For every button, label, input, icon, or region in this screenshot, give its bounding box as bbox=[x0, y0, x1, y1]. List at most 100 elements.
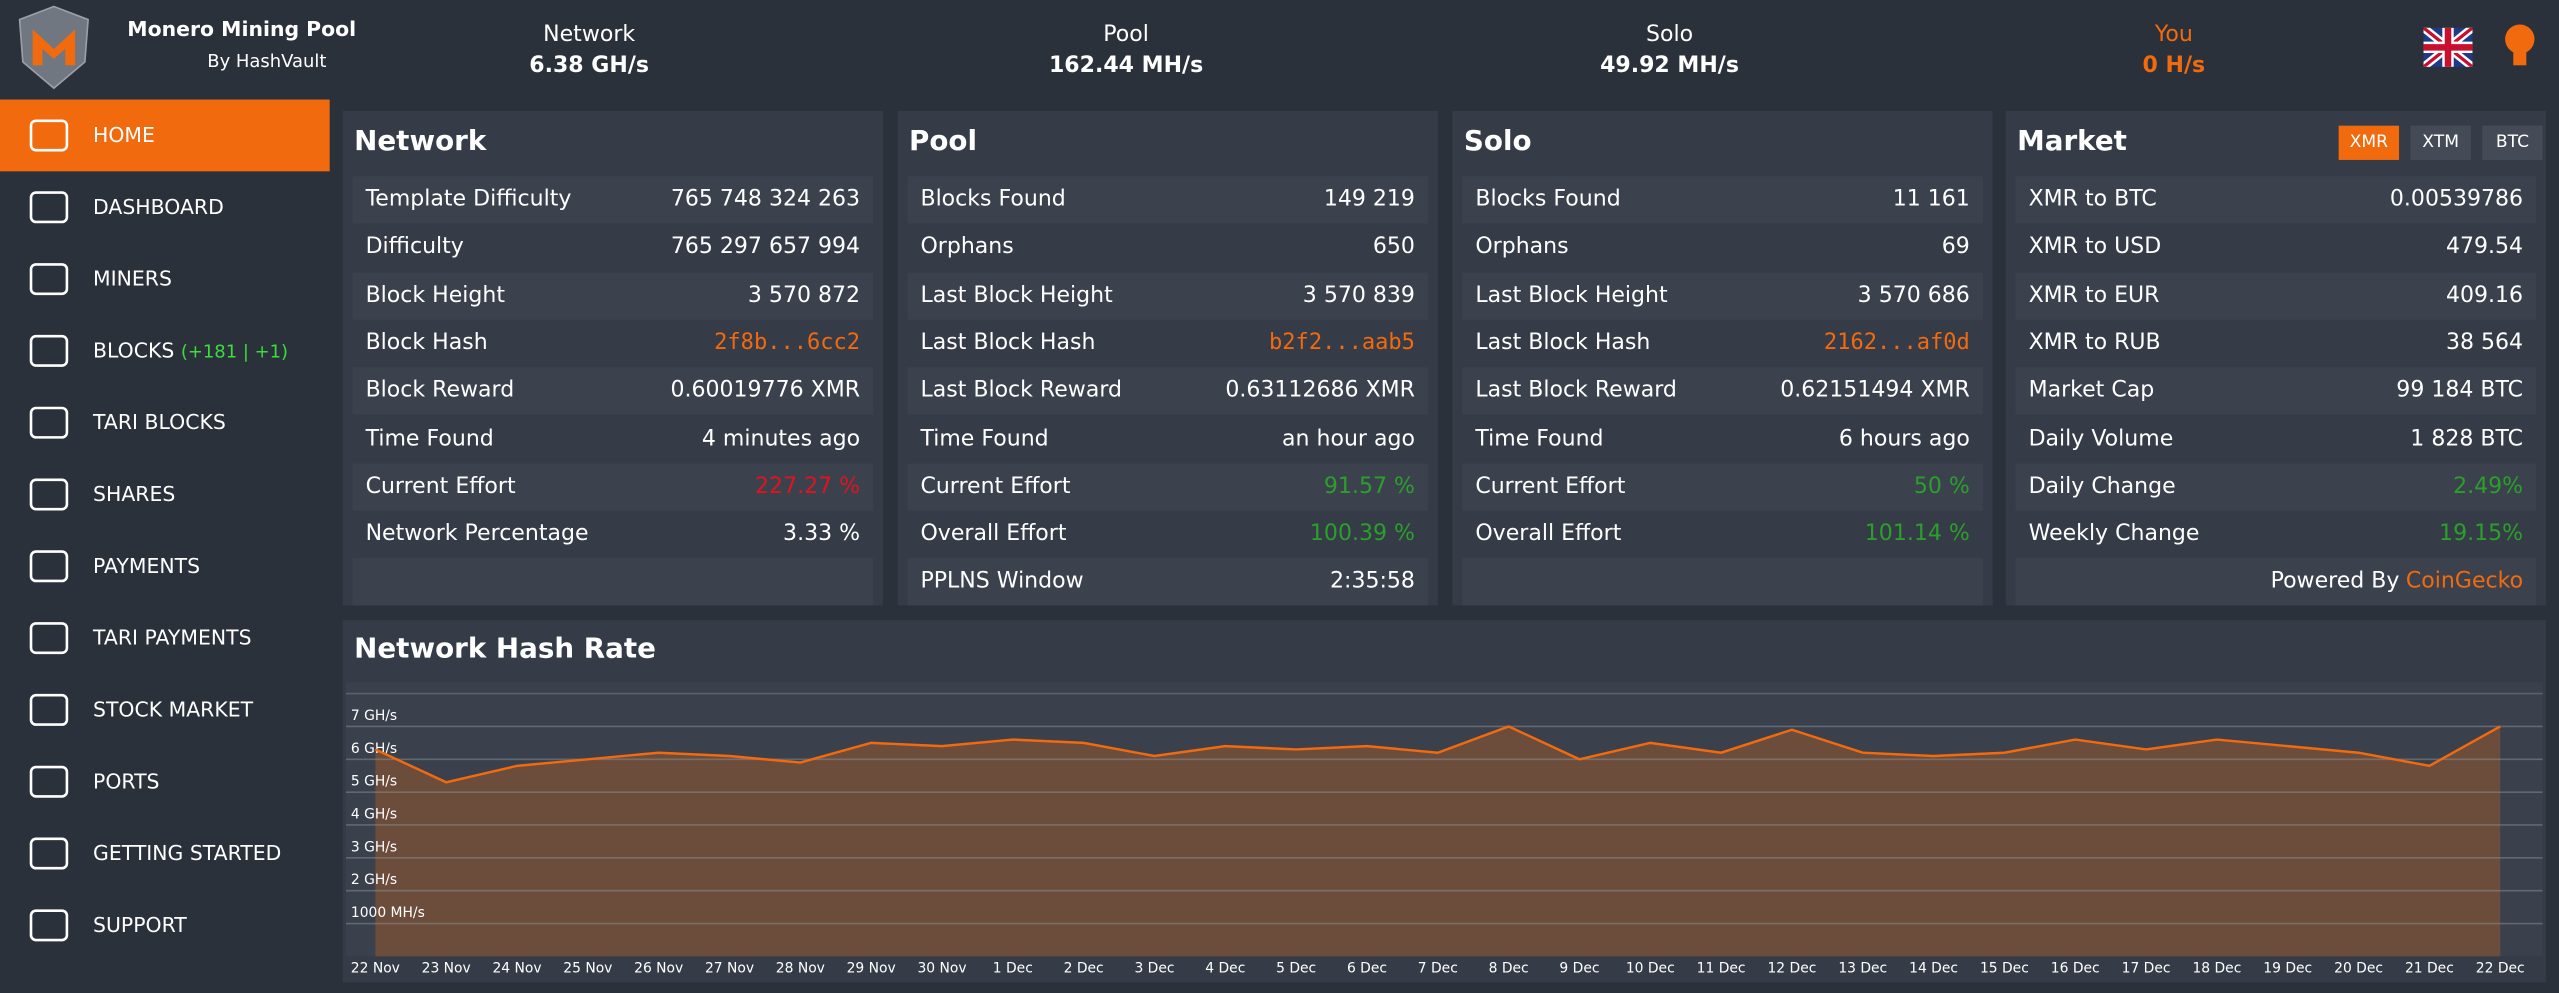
row-label: Weekly Change bbox=[2028, 520, 2200, 547]
row-label: Blocks Found bbox=[920, 186, 1066, 213]
row-label: Blocks Found bbox=[1475, 186, 1621, 213]
logo bbox=[18, 5, 89, 90]
nav-item[interactable]: GETTING STARTED bbox=[0, 818, 330, 890]
table-row: Time Found 6 hours ago bbox=[1462, 415, 1983, 463]
table-row: Blocks Found 11 161 bbox=[1462, 176, 1983, 224]
row-value: 479.54 bbox=[2445, 233, 2524, 260]
row-value: 3.33 % bbox=[783, 520, 861, 547]
info-panel: Solo Blocks Found 11 161 Orphans 69 Last Bloc… bbox=[1452, 110, 1993, 607]
nav-label: PORTS bbox=[93, 768, 160, 794]
nav-item[interactable]: SHARES bbox=[0, 459, 330, 531]
x-tick-label: 28 Nov bbox=[776, 961, 825, 977]
x-tick-label: 22 Dec bbox=[2476, 961, 2525, 977]
brand-subtitle: By HashVault bbox=[207, 50, 327, 72]
table-row: Time Found 4 minutes ago bbox=[352, 415, 874, 463]
row-label: Difficulty bbox=[365, 233, 464, 260]
currency-button[interactable]: XMR bbox=[2338, 125, 2400, 160]
x-tick-label: 26 Nov bbox=[634, 961, 683, 977]
row-label: XMR to EUR bbox=[2028, 281, 2160, 308]
x-tick-label: 20 Dec bbox=[2334, 961, 2383, 977]
row-label: Market Cap bbox=[2028, 377, 2155, 404]
panel-title: Pool bbox=[909, 125, 978, 159]
table-row: Current Effort 50 % bbox=[1462, 463, 1983, 511]
nav-item[interactable]: PAYMENTS bbox=[0, 530, 330, 602]
chart-panel: Network Hash Rate 1000 MH/s 2 GH/s 3 GH/s 4 … bbox=[342, 620, 2546, 983]
panel-title: Market bbox=[2017, 125, 2127, 159]
nav-icon bbox=[29, 191, 69, 224]
nav-icon bbox=[29, 622, 69, 655]
nav-item[interactable]: SUPPORT bbox=[0, 889, 330, 961]
nav-icon bbox=[29, 765, 69, 798]
row-label: Block Reward bbox=[365, 377, 515, 404]
row-value: an hour ago bbox=[1282, 425, 1415, 452]
currency-button[interactable]: XTM bbox=[2410, 125, 2471, 160]
nav-item[interactable]: MINERS bbox=[0, 243, 330, 315]
row-label: Last Block Hash bbox=[1475, 329, 1651, 356]
row-label: Orphans bbox=[920, 233, 1014, 260]
row-value: 149 219 bbox=[1323, 186, 1415, 213]
nav-label: HOME bbox=[93, 122, 155, 147]
table-row: Block Reward 0.60019776 XMR bbox=[352, 367, 874, 415]
nav-item[interactable]: BLOCKS (+181 | +1) bbox=[0, 315, 330, 387]
row-value: 11 161 bbox=[1892, 186, 1970, 213]
row-value: 2f8b...6cc2 bbox=[714, 329, 861, 356]
row-label: XMR to USD bbox=[2028, 233, 2162, 260]
panel-title: Network bbox=[354, 125, 487, 159]
table-row: Orphans 69 bbox=[1462, 224, 1983, 272]
row-label: Block Height bbox=[365, 281, 506, 308]
nav-item[interactable]: PORTS bbox=[0, 746, 330, 818]
x-tick-label: 5 Dec bbox=[1276, 961, 1316, 977]
row-label: PPLNS Window bbox=[920, 568, 1084, 595]
table-row: XMR to EUR 409.16 bbox=[2015, 271, 2537, 320]
x-tick-label: 4 Dec bbox=[1205, 961, 1245, 977]
stat-value: 6.38 GH/s bbox=[529, 52, 650, 79]
table-row: Last Block Reward 0.62151494 XMR bbox=[1462, 367, 1983, 415]
nav-item[interactable]: TARI BLOCKS bbox=[0, 387, 330, 459]
row-label: Template Difficulty bbox=[365, 186, 572, 213]
nav-label: GETTING STARTED bbox=[93, 840, 282, 865]
table-row: Last Block Hash b2f2...aab5 bbox=[907, 319, 1428, 368]
table-row: Daily Change 2.49% bbox=[2015, 463, 2537, 511]
table-row: Powered By CoinGecko bbox=[2015, 558, 2537, 607]
table-row: Overall Effort 101.14 % bbox=[1462, 510, 1983, 559]
row-value: 0.00539786 bbox=[2389, 186, 2524, 213]
nav-item[interactable]: HOME bbox=[0, 99, 330, 172]
x-tick-label: 3 Dec bbox=[1134, 961, 1174, 977]
nav-icon bbox=[29, 406, 69, 439]
x-tick-label: 11 Dec bbox=[1697, 961, 1746, 977]
info-panel: Market XMR XTM BTC XMR to BTC 0.00539786 XMR t… bbox=[2005, 110, 2546, 607]
x-tick-label: 2 Dec bbox=[1064, 961, 1104, 977]
language-flag[interactable] bbox=[2423, 27, 2473, 67]
row-value: 100.39 % bbox=[1309, 520, 1415, 547]
nav-item[interactable]: STOCK MARKET bbox=[0, 674, 330, 746]
row-value: 0.63112686 XMR bbox=[1225, 377, 1415, 404]
table-row: Current Effort 91.57 % bbox=[907, 463, 1428, 511]
stat-label: Solo bbox=[1645, 21, 1694, 48]
coingecko-link[interactable]: CoinGecko bbox=[2405, 568, 2524, 595]
nav-icon bbox=[29, 837, 69, 870]
nav-label: TARI BLOCKS bbox=[93, 409, 226, 435]
stat-label: Pool bbox=[1103, 21, 1149, 48]
nav-icon bbox=[29, 693, 69, 726]
y-tick-label: 3 GH/s bbox=[351, 839, 397, 855]
x-tick-label: 6 Dec bbox=[1347, 961, 1387, 977]
theme-toggle[interactable] bbox=[2502, 23, 2538, 72]
row-value: 2:35:58 bbox=[1330, 568, 1415, 595]
row-label: Current Effort bbox=[1475, 472, 1626, 500]
nav-item[interactable]: DASHBOARD bbox=[0, 171, 330, 243]
table-row: Block Hash 2f8b...6cc2 bbox=[352, 319, 874, 368]
row-value: 2162...af0d bbox=[1823, 329, 1970, 356]
x-tick-label: 25 Nov bbox=[563, 961, 612, 977]
x-tick-label: 10 Dec bbox=[1626, 961, 1675, 977]
currency-button[interactable]: BTC bbox=[2482, 125, 2543, 160]
x-tick-label: 27 Nov bbox=[705, 961, 754, 977]
nav-icon bbox=[29, 550, 69, 583]
row-label: Last Block Height bbox=[920, 281, 1113, 308]
table-row: XMR to BTC 0.00539786 bbox=[2015, 176, 2537, 224]
nav-item[interactable]: TARI PAYMENTS bbox=[0, 602, 330, 674]
info-panel: Network Template Difficulty 765 748 324 26… bbox=[342, 110, 883, 607]
row-value: 765 748 324 263 bbox=[670, 186, 861, 213]
nav-label: DASHBOARD bbox=[93, 194, 224, 219]
nav-badge: (+181 | +1) bbox=[180, 341, 289, 363]
row-label: Current Effort bbox=[365, 472, 516, 500]
